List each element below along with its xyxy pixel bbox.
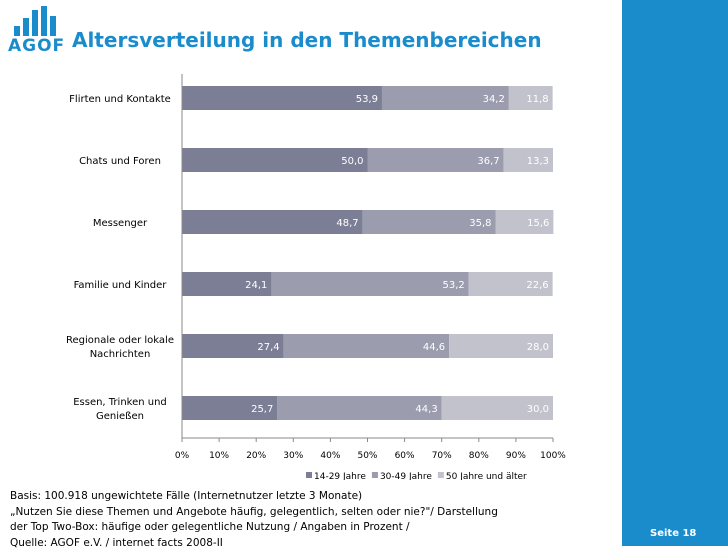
- footer-line: „Nutzen Sie diese Themen und Angebote hä…: [10, 505, 498, 521]
- footer-line: Basis: 100.918 ungewichtete Fälle (Inter…: [10, 489, 498, 505]
- data-label: 25,7: [251, 404, 273, 415]
- data-label: 53,9: [356, 94, 378, 105]
- data-label: 44,6: [423, 342, 445, 353]
- footer-line: der Top Two-Box: häufige oder gelegentli…: [10, 520, 498, 536]
- data-label: 50,0: [341, 156, 363, 167]
- x-tick-label: 10%: [209, 451, 229, 461]
- bar-segment: [271, 272, 468, 296]
- data-label: 11,8: [526, 94, 548, 105]
- page-number: Seite 18: [650, 528, 696, 539]
- legend-swatch: [372, 472, 378, 478]
- category-label: Familie und Kinder: [74, 280, 168, 291]
- x-tick-label: 90%: [506, 451, 526, 461]
- legend-label: 50 Jahre und älter: [446, 472, 527, 480]
- data-label: 35,8: [469, 218, 491, 229]
- footer-line: Quelle: AGOF e.V. / internet facts 2008-…: [10, 536, 498, 551]
- footer-notes: Basis: 100.918 ungewichtete Fälle (Inter…: [10, 489, 498, 551]
- legend-swatch: [306, 472, 312, 478]
- x-tick-label: 40%: [320, 451, 340, 461]
- category-label: Essen, Trinken und: [73, 397, 167, 408]
- category-label: Messenger: [93, 218, 148, 229]
- x-tick-label: 60%: [395, 451, 415, 461]
- bar-segment: [182, 86, 382, 110]
- data-label: 53,2: [443, 280, 465, 291]
- data-label: 13,3: [527, 156, 549, 167]
- category-label: Flirten und Kontakte: [69, 94, 171, 105]
- x-tick-label: 100%: [540, 451, 566, 461]
- data-label: 48,7: [336, 218, 358, 229]
- bar-segment: [182, 148, 368, 172]
- data-label: 24,1: [245, 280, 267, 291]
- data-label: 44,3: [415, 404, 437, 415]
- data-label: 28,0: [527, 342, 549, 353]
- data-label: 36,7: [477, 156, 499, 167]
- legend-label: 14-29 Jahre: [314, 472, 366, 480]
- x-tick-label: 20%: [246, 451, 266, 461]
- data-label: 15,6: [527, 218, 549, 229]
- x-tick-label: 50%: [357, 451, 377, 461]
- legend-label: 30-49 Jahre: [380, 472, 432, 480]
- category-label: Nachrichten: [90, 349, 151, 360]
- data-label: 22,6: [526, 280, 548, 291]
- x-tick-label: 70%: [432, 451, 452, 461]
- legend-swatch: [438, 472, 444, 478]
- category-label: Genießen: [96, 411, 144, 422]
- x-tick-label: 0%: [175, 451, 190, 461]
- category-label: Regionale oder lokale: [66, 335, 174, 346]
- category-label: Chats und Foren: [79, 156, 161, 167]
- data-label: 27,4: [257, 342, 279, 353]
- stacked-bar-chart: Flirten und Kontakte Chats und Foren Messe…: [0, 0, 622, 480]
- x-tick-label: 80%: [469, 451, 489, 461]
- data-label: 30,0: [527, 404, 549, 415]
- data-label: 34,2: [483, 94, 505, 105]
- x-tick-label: 30%: [283, 451, 303, 461]
- brand-side-band: [622, 0, 728, 546]
